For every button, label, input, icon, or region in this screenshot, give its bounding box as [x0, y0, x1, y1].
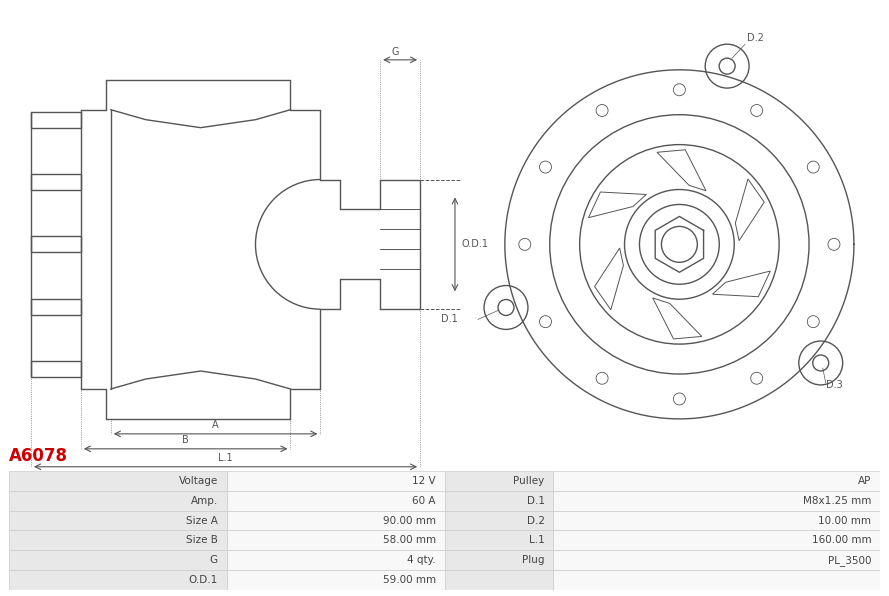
FancyBboxPatch shape	[553, 491, 880, 511]
FancyBboxPatch shape	[444, 471, 553, 491]
Text: Plug: Plug	[522, 555, 545, 565]
Text: 59.00 mm: 59.00 mm	[382, 575, 436, 585]
FancyBboxPatch shape	[553, 550, 880, 570]
Text: 4 qty.: 4 qty.	[407, 555, 436, 565]
FancyBboxPatch shape	[553, 530, 880, 550]
Text: D.2: D.2	[526, 516, 545, 526]
FancyBboxPatch shape	[227, 511, 444, 530]
FancyBboxPatch shape	[227, 491, 444, 511]
FancyBboxPatch shape	[553, 471, 880, 491]
Text: D.1: D.1	[526, 496, 545, 505]
Text: 90.00 mm: 90.00 mm	[383, 516, 436, 526]
Text: D.3: D.3	[826, 380, 843, 390]
Text: 160.00 mm: 160.00 mm	[812, 535, 871, 545]
Text: L.1: L.1	[219, 453, 233, 462]
FancyBboxPatch shape	[444, 511, 553, 530]
FancyBboxPatch shape	[444, 550, 553, 570]
Text: B: B	[182, 435, 189, 445]
Text: 58.00 mm: 58.00 mm	[382, 535, 436, 545]
Text: G: G	[210, 555, 218, 565]
Text: A6078: A6078	[9, 447, 68, 465]
Text: A: A	[212, 420, 219, 430]
Text: D.2: D.2	[747, 33, 764, 43]
FancyBboxPatch shape	[444, 570, 553, 590]
FancyBboxPatch shape	[227, 550, 444, 570]
FancyBboxPatch shape	[9, 570, 227, 590]
FancyBboxPatch shape	[9, 471, 227, 491]
Text: L.1: L.1	[529, 535, 545, 545]
Text: Pulley: Pulley	[514, 476, 545, 486]
FancyBboxPatch shape	[9, 511, 227, 530]
Text: O.D.1: O.D.1	[462, 240, 489, 249]
Text: O.D.1: O.D.1	[188, 575, 218, 585]
FancyBboxPatch shape	[9, 550, 227, 570]
Text: G: G	[391, 47, 399, 57]
FancyBboxPatch shape	[553, 511, 880, 530]
Circle shape	[719, 58, 735, 74]
Text: AP: AP	[858, 476, 871, 486]
Text: D.1: D.1	[441, 315, 458, 324]
FancyBboxPatch shape	[444, 491, 553, 511]
Text: Amp.: Amp.	[191, 496, 218, 505]
FancyBboxPatch shape	[9, 530, 227, 550]
Text: 12 V: 12 V	[412, 476, 436, 486]
Text: Size B: Size B	[186, 535, 218, 545]
Text: Voltage: Voltage	[179, 476, 218, 486]
Circle shape	[498, 299, 514, 315]
FancyBboxPatch shape	[227, 570, 444, 590]
FancyBboxPatch shape	[9, 491, 227, 511]
Text: PL_3500: PL_3500	[828, 555, 871, 566]
FancyBboxPatch shape	[553, 570, 880, 590]
Text: M8x1.25 mm: M8x1.25 mm	[803, 496, 871, 505]
Text: 10.00 mm: 10.00 mm	[819, 516, 871, 526]
FancyBboxPatch shape	[227, 530, 444, 550]
Text: 60 A: 60 A	[412, 496, 436, 505]
Circle shape	[813, 355, 829, 371]
Text: Size A: Size A	[186, 516, 218, 526]
FancyBboxPatch shape	[227, 471, 444, 491]
FancyBboxPatch shape	[444, 530, 553, 550]
